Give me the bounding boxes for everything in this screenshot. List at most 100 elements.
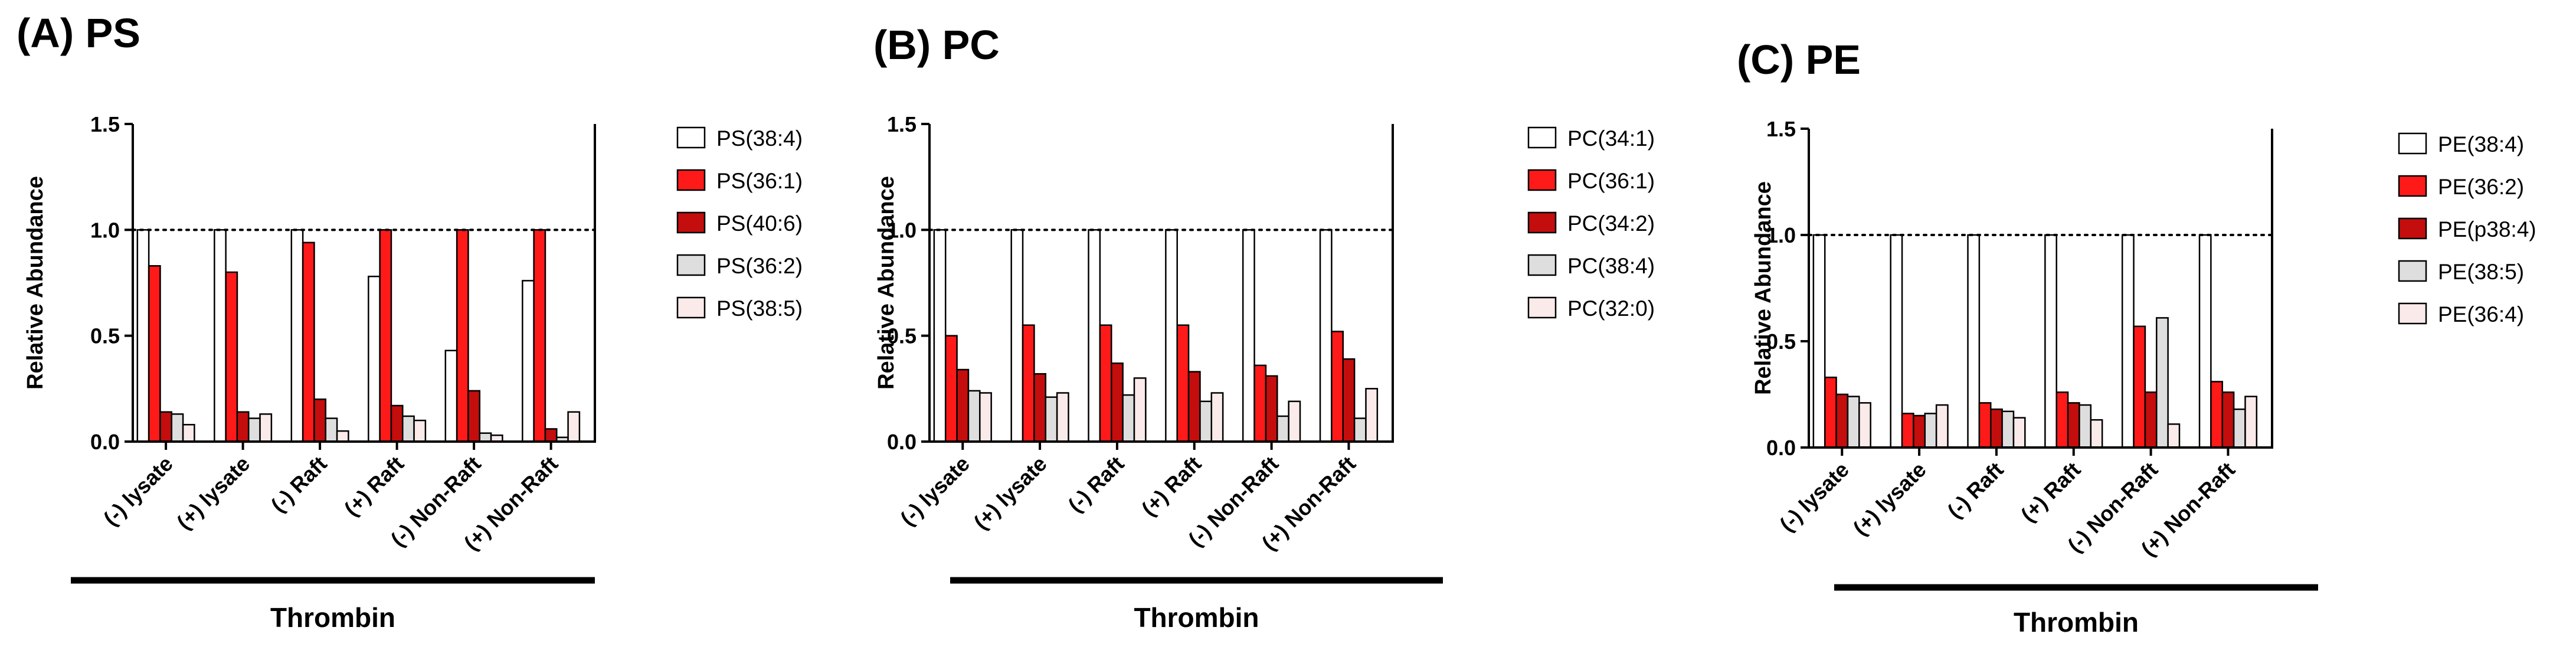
bar [1989,408,2003,449]
bar [225,271,238,443]
bar [2079,404,2092,449]
bar [2244,396,2258,449]
bar [1045,396,1058,443]
bar [1353,417,1367,443]
bar [1858,402,1871,449]
bar [1365,388,1379,443]
bar [1253,364,1267,443]
legend-label: PE(36:4) [2438,302,2524,326]
legend-swatch [1527,126,1557,149]
bar [1319,229,1333,443]
bar [368,275,381,443]
legend-label: PS(38:5) [716,296,803,321]
x-tick-label: (-) lysate [1775,458,1854,537]
x-tick-label: (-) Raft [266,452,332,517]
bar [1176,324,1190,443]
bar [2144,391,2158,449]
bar [1331,331,1344,443]
bar [290,229,304,443]
bar [2133,325,2146,449]
bar [236,411,250,443]
bar [944,335,958,443]
bar [1133,377,1147,443]
x-tick-label: (-) lysate [895,452,974,531]
legend-label: PS(36:1) [716,169,803,193]
legend-label: PS(40:6) [716,211,803,236]
legend-swatch [676,254,706,276]
bar [522,280,535,443]
bar [1901,413,1914,449]
legend-label: PC(38:4) [1567,254,1655,278]
bar [2055,391,2069,449]
y-tick-label: 0.5 [90,324,120,348]
bar [1122,394,1135,443]
bar [2233,408,2246,449]
legend-swatch [1527,254,1557,276]
y-tick-label: 0.0 [887,430,917,454]
bar [2044,234,2057,449]
panel-ps: (A) PS Relative Abundance 0.0 0.5 1.0 1.5 (-) … [17,10,803,633]
legend-label: PS(36:2) [716,254,803,278]
bar [1276,415,1289,443]
bar [413,419,427,443]
bar [1022,324,1035,443]
legend-label: PC(34:1) [1567,126,1655,151]
bar [1847,396,1860,449]
bar [1056,392,1069,443]
y-tick-label: 1.0 [887,218,917,242]
bar [2156,317,2169,449]
y-tick-label: 1.5 [1766,117,1796,141]
x-tick-label: (-) Raft [1063,452,1129,517]
y-axis-title: Relative Abundance [23,176,48,390]
y-tick-label: 0.0 [1766,436,1796,460]
bar [336,430,349,443]
bar [1033,373,1047,443]
bar [2121,234,2135,449]
bar [379,229,392,443]
y-tick-label: 1.0 [90,218,120,242]
bar [1199,400,1213,443]
plot-frame [1808,129,2273,449]
bar [148,265,161,443]
bar [2001,410,2015,449]
x-tick-label: (-) lysate [99,452,178,531]
legend-swatch [676,126,706,149]
legend-swatch [2398,217,2427,240]
bar [1288,400,1301,443]
plot-frame [928,124,1394,443]
bar [979,392,992,443]
bar [214,229,227,443]
bar [467,390,481,443]
legend-swatch [2398,260,2427,282]
bar [567,411,581,443]
y-tick-label: 1.5 [887,112,917,136]
x-tick-label: (+) Raft [2016,458,2085,527]
bar [325,417,338,443]
legend-label: PC(32:0) [1567,296,1655,321]
panel-title: (C) PE [1737,37,1861,83]
bar [933,229,947,443]
legend-label: PS(38:4) [716,126,803,151]
legend-swatch [1527,169,1557,191]
bar [2198,234,2212,449]
y-axis-title: Relative Abundance [874,176,899,390]
bar [1913,414,1926,449]
panel-pc: (B) PC Relative Abundance 0.0 0.5 1.0 1.5 (-) … [873,22,1655,633]
group-label: Thrombin [2014,607,2139,638]
panel-title: (A) PS [17,10,140,56]
bar [1165,229,1178,443]
bar [2067,402,2080,449]
bar [1824,376,1837,449]
legend-swatch [676,169,706,191]
x-tick-label: (+) lysate [1848,458,1931,540]
plot-frame [132,124,596,443]
x-tick-label: (-) Raft [1943,458,2008,523]
group-label: Thrombin [270,602,395,633]
x-tick-label: (+) lysate [172,452,254,534]
bar [2221,391,2235,449]
bar [248,417,261,443]
legend-label: PE(36:2) [2438,175,2524,199]
bar [533,229,546,443]
legend-label: PE(38:5) [2438,260,2524,284]
